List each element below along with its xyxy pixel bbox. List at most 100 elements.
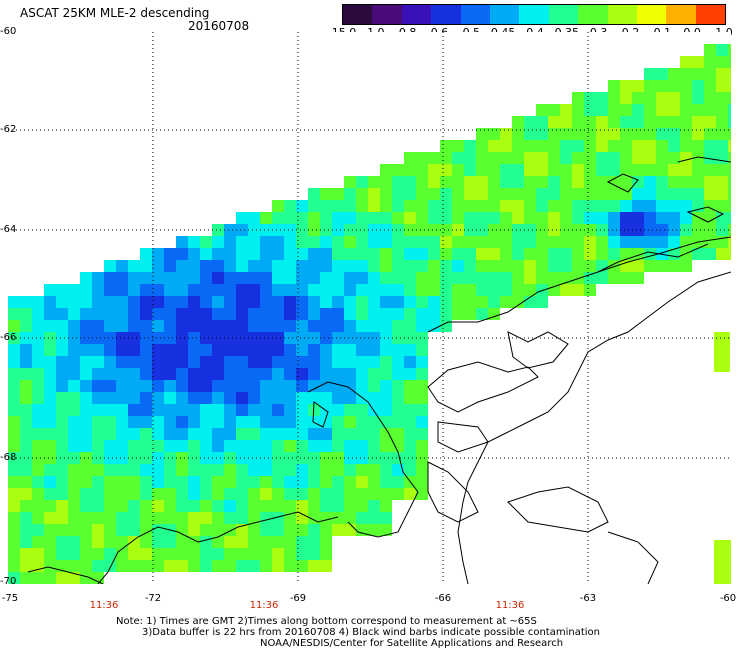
swath-cell	[8, 548, 20, 560]
swath-cell	[356, 212, 368, 224]
swath-cell	[200, 560, 212, 572]
swath-cell	[200, 356, 212, 368]
swath-cell	[584, 92, 596, 104]
swath-cell	[260, 536, 272, 548]
swath-cell	[224, 248, 236, 260]
swath-cell	[416, 320, 428, 332]
swath-cell	[404, 356, 416, 368]
swath-cell	[212, 536, 224, 548]
swath-cell	[692, 116, 704, 128]
swath-cell	[92, 284, 104, 296]
swath-cell	[428, 296, 440, 308]
swath-cell	[212, 356, 224, 368]
swath-cell	[728, 44, 731, 56]
swath-cell	[632, 104, 644, 116]
swath-cell	[440, 296, 452, 308]
swath-cell	[596, 212, 608, 224]
swath-cell	[224, 284, 236, 296]
swath-map	[8, 32, 731, 584]
swath-cell	[32, 440, 44, 452]
swath-cell	[536, 260, 548, 272]
swath-cell	[356, 320, 368, 332]
swath-cell	[116, 368, 128, 380]
swath-cell	[68, 356, 80, 368]
swath-cell	[152, 428, 164, 440]
swath-cell	[404, 368, 416, 380]
swath-cell	[404, 260, 416, 272]
swath-cell	[20, 380, 32, 392]
swath-cell	[344, 488, 356, 500]
swath-cell	[440, 212, 452, 224]
swath-cell	[236, 536, 248, 548]
swath-cell	[296, 236, 308, 248]
swath-cell	[212, 368, 224, 380]
swath-cell	[560, 164, 572, 176]
swath-cell	[164, 260, 176, 272]
swath-cell	[80, 380, 92, 392]
swath-cell	[236, 296, 248, 308]
swath-cell	[404, 464, 416, 476]
swath-cell	[380, 284, 392, 296]
swath-cell	[380, 248, 392, 260]
swath-cell	[416, 464, 428, 476]
swath-cell	[392, 320, 404, 332]
swath-cell	[368, 272, 380, 284]
swath-cell	[224, 428, 236, 440]
swath-cell	[536, 296, 548, 308]
swath-cell	[260, 512, 272, 524]
swath-cell	[104, 524, 116, 536]
swath-cell	[164, 308, 176, 320]
swath-cell	[416, 200, 428, 212]
swath-cell	[644, 68, 656, 80]
swath-cell	[212, 416, 224, 428]
swath-cell	[80, 272, 92, 284]
swath-cell	[320, 512, 332, 524]
swath-cell	[392, 404, 404, 416]
swath-cell	[320, 368, 332, 380]
swath-cell	[320, 212, 332, 224]
swath-cell	[152, 512, 164, 524]
swath-cell	[356, 356, 368, 368]
colorbar-segment	[519, 5, 549, 24]
swath-cell	[332, 212, 344, 224]
swath-cell	[380, 212, 392, 224]
swath-cell	[116, 488, 128, 500]
swath-cell	[212, 236, 224, 248]
swath-cell	[680, 140, 692, 152]
swath-cell	[284, 236, 296, 248]
swath-cell	[188, 332, 200, 344]
swath-cell	[452, 272, 464, 284]
swath-cell	[476, 152, 488, 164]
swath-cell	[716, 140, 728, 152]
swath-cell	[140, 416, 152, 428]
note-line-3: NOAA/NESDIS/Center for Satellite Applica…	[260, 638, 564, 649]
swath-cell	[56, 440, 68, 452]
swath-cell	[476, 236, 488, 248]
swath-cell	[176, 548, 188, 560]
swath-cell	[500, 236, 512, 248]
swath-cell	[356, 188, 368, 200]
swath-cell	[704, 92, 716, 104]
swath-cell	[368, 404, 380, 416]
swath-cell	[332, 248, 344, 260]
swath-cell	[512, 176, 524, 188]
swath-cell	[272, 272, 284, 284]
swath-cell	[440, 308, 452, 320]
swath-cell	[332, 464, 344, 476]
swath-cell	[332, 428, 344, 440]
swath-cell	[332, 284, 344, 296]
swath-cell	[284, 452, 296, 464]
swath-cell	[212, 512, 224, 524]
swath-cell	[404, 284, 416, 296]
swath-cell	[392, 164, 404, 176]
swath-cell	[308, 344, 320, 356]
swath-cell	[716, 164, 728, 176]
swath-cell	[704, 212, 716, 224]
swath-cell	[536, 284, 548, 296]
swath-cell	[68, 380, 80, 392]
swath-cell	[392, 308, 404, 320]
swath-cell	[212, 296, 224, 308]
swath-cell	[524, 188, 536, 200]
swath-cell	[152, 464, 164, 476]
swath-cell	[248, 224, 260, 236]
